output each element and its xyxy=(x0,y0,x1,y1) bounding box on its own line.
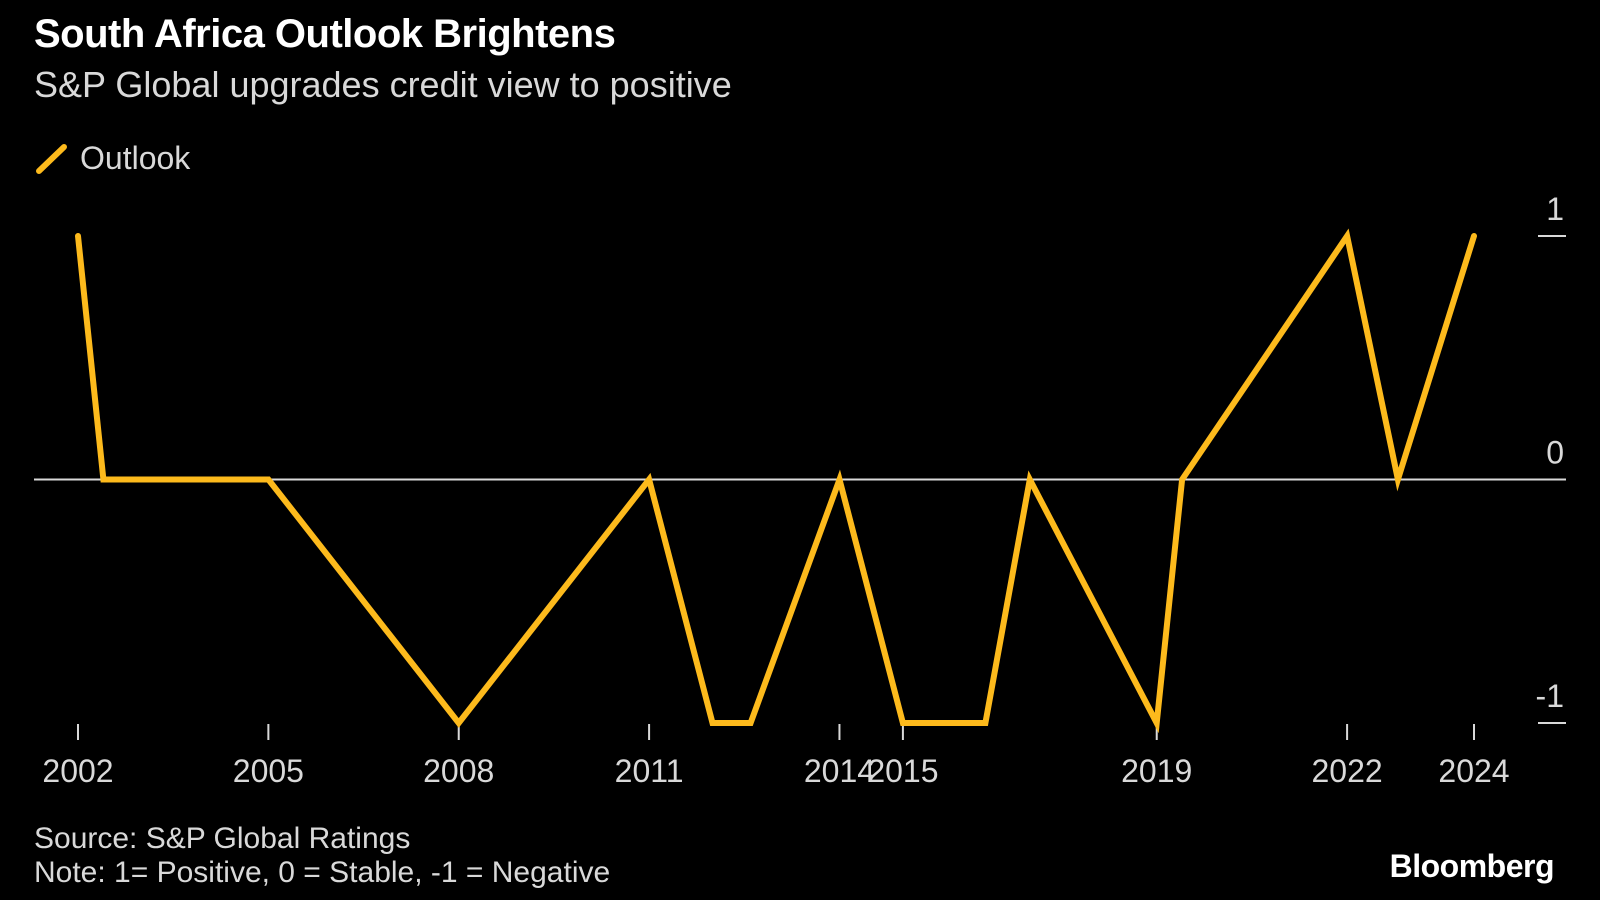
y-tick-label: 1 xyxy=(1546,191,1564,227)
source-note: Source: S&P Global Ratings xyxy=(34,822,411,855)
x-tick-label: 2014 xyxy=(804,753,875,789)
chart-title: South Africa Outlook Brightens xyxy=(34,12,616,56)
legend: Outlook xyxy=(34,136,190,180)
x-tick-label: 2022 xyxy=(1311,753,1382,789)
x-tick-label: 2002 xyxy=(42,753,113,789)
bloomberg-logo: Bloomberg xyxy=(1389,848,1555,884)
x-tick-label: 2008 xyxy=(423,753,494,789)
series-line-outlook xyxy=(75,228,1477,734)
chart-series xyxy=(75,228,1477,734)
legend-line-icon xyxy=(36,144,67,174)
scale-note: Note: 1= Positive, 0 = Stable, -1 = Nega… xyxy=(34,856,611,889)
legend-label-outlook: Outlook xyxy=(80,139,191,176)
x-tick-label: 2005 xyxy=(233,753,304,789)
y-tick-label: -1 xyxy=(1536,678,1564,714)
x-tick-label: 2011 xyxy=(615,753,684,789)
y-tick-label: 0 xyxy=(1546,435,1564,471)
x-tick-label: 2015 xyxy=(867,753,938,789)
x-tick-label: 2019 xyxy=(1121,753,1192,789)
chart-subtitle: S&P Global upgrades credit view to posit… xyxy=(34,64,732,105)
x-tick-label: 2024 xyxy=(1438,753,1509,789)
